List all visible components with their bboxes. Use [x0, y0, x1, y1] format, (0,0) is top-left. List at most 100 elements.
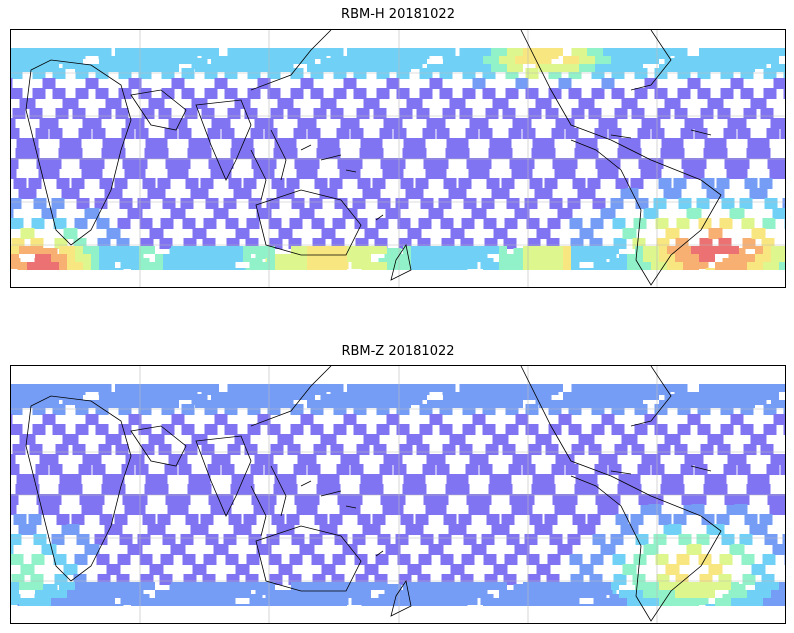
swath-cell	[595, 590, 603, 598]
swath-cell	[539, 48, 547, 56]
swath-cell	[316, 484, 330, 495]
swath-cell	[568, 404, 582, 415]
swath-cell	[467, 56, 475, 64]
swath-cell	[603, 582, 611, 590]
swath-cell	[563, 582, 571, 590]
swath-cell	[141, 108, 155, 119]
swath-cell	[764, 198, 778, 209]
swath-cell	[563, 590, 571, 598]
swath-cell	[602, 544, 616, 555]
swath-cell	[670, 138, 684, 149]
swath-cell	[435, 400, 443, 408]
swath-cell	[188, 474, 202, 485]
swath-cell	[740, 68, 754, 79]
swath-cell	[483, 56, 491, 64]
swath-cell	[411, 48, 419, 56]
swath-cell	[595, 158, 609, 169]
swath-cell	[585, 484, 599, 495]
swath-cell	[52, 88, 66, 99]
swath-cell	[436, 464, 450, 475]
swath-cell	[114, 178, 128, 189]
coastline-path	[630, 366, 672, 427]
swath-cell	[131, 598, 139, 606]
swath-cell	[291, 262, 299, 270]
swath-cell	[370, 484, 384, 495]
swath-cell	[147, 56, 155, 64]
swath-cell	[683, 168, 697, 179]
swath-cell	[499, 400, 507, 408]
swath-cell	[373, 444, 387, 455]
swath-cell	[523, 582, 531, 590]
swath-cell	[356, 108, 370, 119]
swath-cell	[546, 238, 560, 249]
swath-cell	[665, 228, 679, 239]
swath-cell	[718, 238, 732, 249]
swath-cell	[307, 392, 315, 400]
swath-cell	[587, 64, 595, 72]
swath-cell	[612, 554, 626, 565]
swath-cell	[102, 474, 116, 485]
swath-cell	[115, 392, 123, 400]
swath-cell	[152, 188, 166, 199]
swath-cell	[691, 168, 705, 179]
swath-cell	[343, 414, 357, 425]
swath-cell	[27, 56, 35, 64]
swath-cell	[347, 64, 355, 72]
swath-cell	[161, 404, 175, 415]
swath-cell	[275, 64, 283, 72]
swath-cell	[555, 590, 563, 598]
swath-cell	[39, 118, 53, 129]
swath-cell	[699, 392, 707, 400]
swath-cell	[291, 582, 299, 590]
swath-cell	[78, 464, 92, 475]
swath-cell	[731, 544, 745, 555]
swath-cell	[627, 48, 635, 56]
swath-cell	[131, 246, 139, 254]
swath-cell	[739, 262, 747, 270]
swath-cell	[258, 544, 272, 555]
swath-cell	[184, 108, 198, 119]
swath-cell	[756, 474, 770, 485]
swath-cell	[51, 64, 59, 72]
swath-cell	[107, 56, 115, 64]
swath-cell	[382, 168, 396, 179]
swath-cell	[226, 574, 240, 585]
swath-cell	[747, 64, 755, 72]
swath-cell	[539, 524, 553, 535]
swath-cell	[667, 400, 675, 408]
swath-cell	[619, 392, 627, 400]
swath-cell	[59, 474, 73, 485]
swath-cell	[478, 494, 492, 505]
swath-cell	[611, 424, 625, 435]
swath-cell	[220, 158, 234, 169]
swath-cell	[483, 384, 491, 392]
swath-cell	[675, 392, 683, 400]
swath-cell	[571, 444, 585, 455]
swath-cell	[587, 514, 601, 525]
swath-cell	[327, 148, 341, 159]
swath-cell	[483, 48, 491, 56]
swath-cell	[541, 138, 555, 149]
swath-cell	[360, 474, 374, 485]
swath-cell	[482, 404, 496, 415]
swath-cell	[307, 590, 315, 598]
swath-cell	[219, 590, 227, 598]
swath-cell	[587, 392, 595, 400]
swath-cell	[371, 64, 379, 72]
swath-cell	[211, 384, 219, 392]
swath-cell	[227, 56, 235, 64]
swath-cell	[651, 392, 659, 400]
swath-cell	[707, 392, 715, 400]
swath-cell	[747, 474, 761, 485]
swath-cell	[293, 464, 307, 475]
swath-cell	[539, 582, 547, 590]
swath-cell	[379, 464, 393, 475]
swath-cell	[354, 554, 368, 565]
swath-cell	[180, 198, 194, 209]
swath-cell	[736, 158, 750, 169]
swath-cell	[122, 158, 136, 169]
swath-cell	[400, 514, 414, 525]
swath-cell	[283, 48, 291, 56]
swath-cell	[92, 464, 106, 475]
swath-cell	[641, 454, 655, 465]
